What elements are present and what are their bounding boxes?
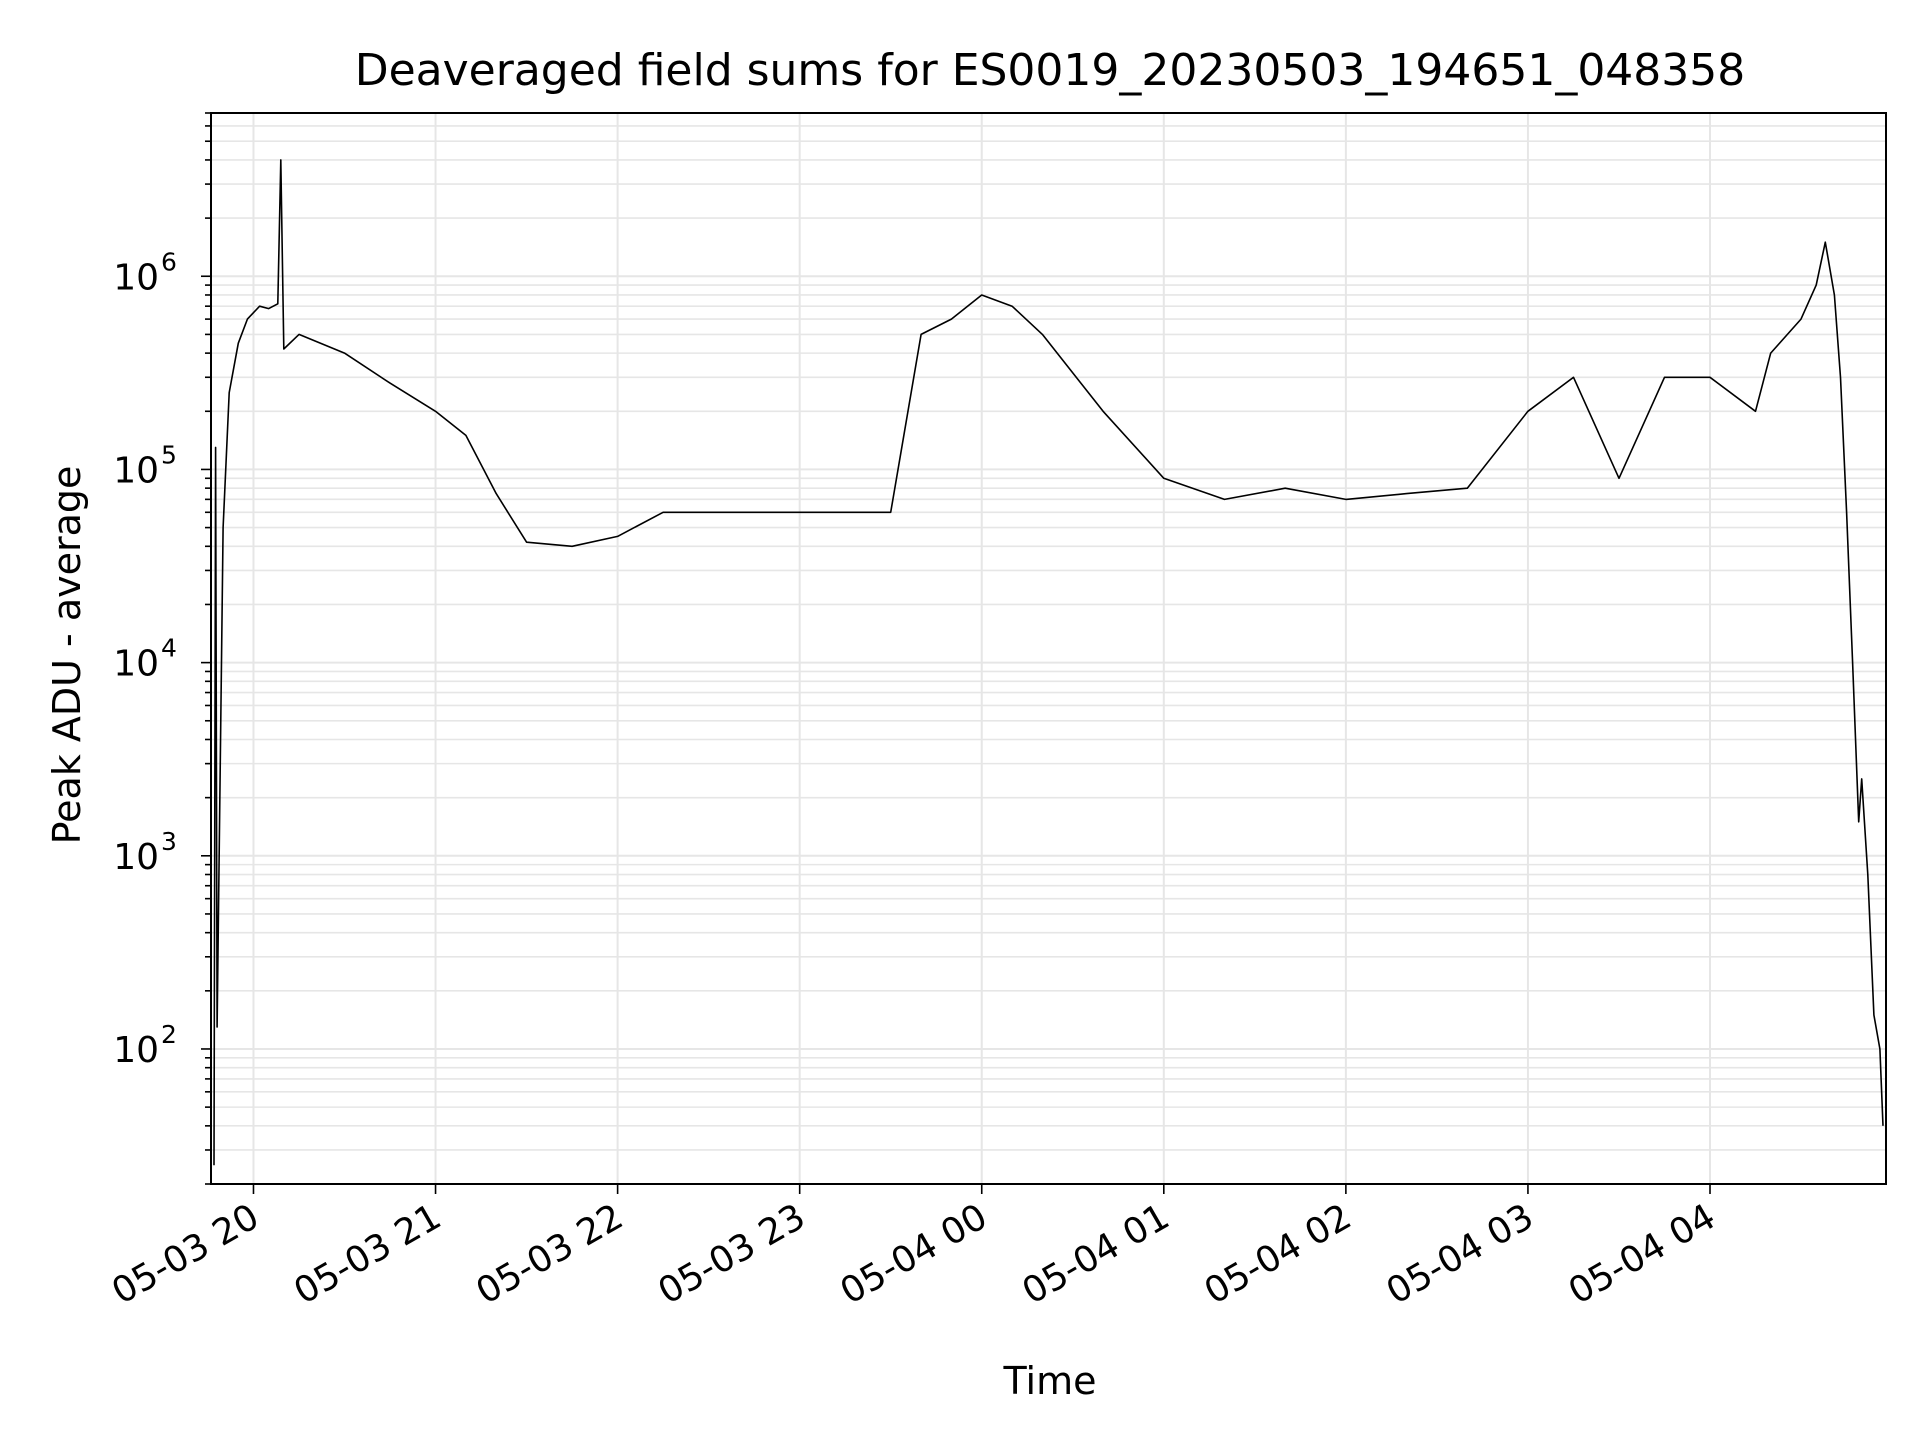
y-tick-label: 10 (113, 837, 159, 878)
y-tick-exponent: 6 (161, 247, 177, 276)
y-tick-label: 10 (113, 644, 159, 685)
y-tick-exponent: 2 (161, 1020, 177, 1049)
series (213, 159, 1884, 1166)
y-axis-label: Peak ADU - average (45, 466, 89, 845)
y-tick-label: 10 (113, 257, 159, 298)
y-tick-exponent: 3 (161, 827, 177, 856)
grid (211, 112, 1886, 1185)
chart-title: Deaveraged field sums for ES0019_2023050… (355, 45, 1746, 96)
y-tick-label: 10 (113, 1030, 159, 1071)
series-line (213, 159, 1884, 1166)
plot-frame (210, 112, 1887, 1185)
x-axis-label: Time (1003, 1359, 1097, 1403)
y-tick-exponent: 5 (161, 440, 177, 469)
y-tick-exponent: 4 (161, 634, 177, 663)
y-tick-label: 10 (113, 450, 159, 491)
